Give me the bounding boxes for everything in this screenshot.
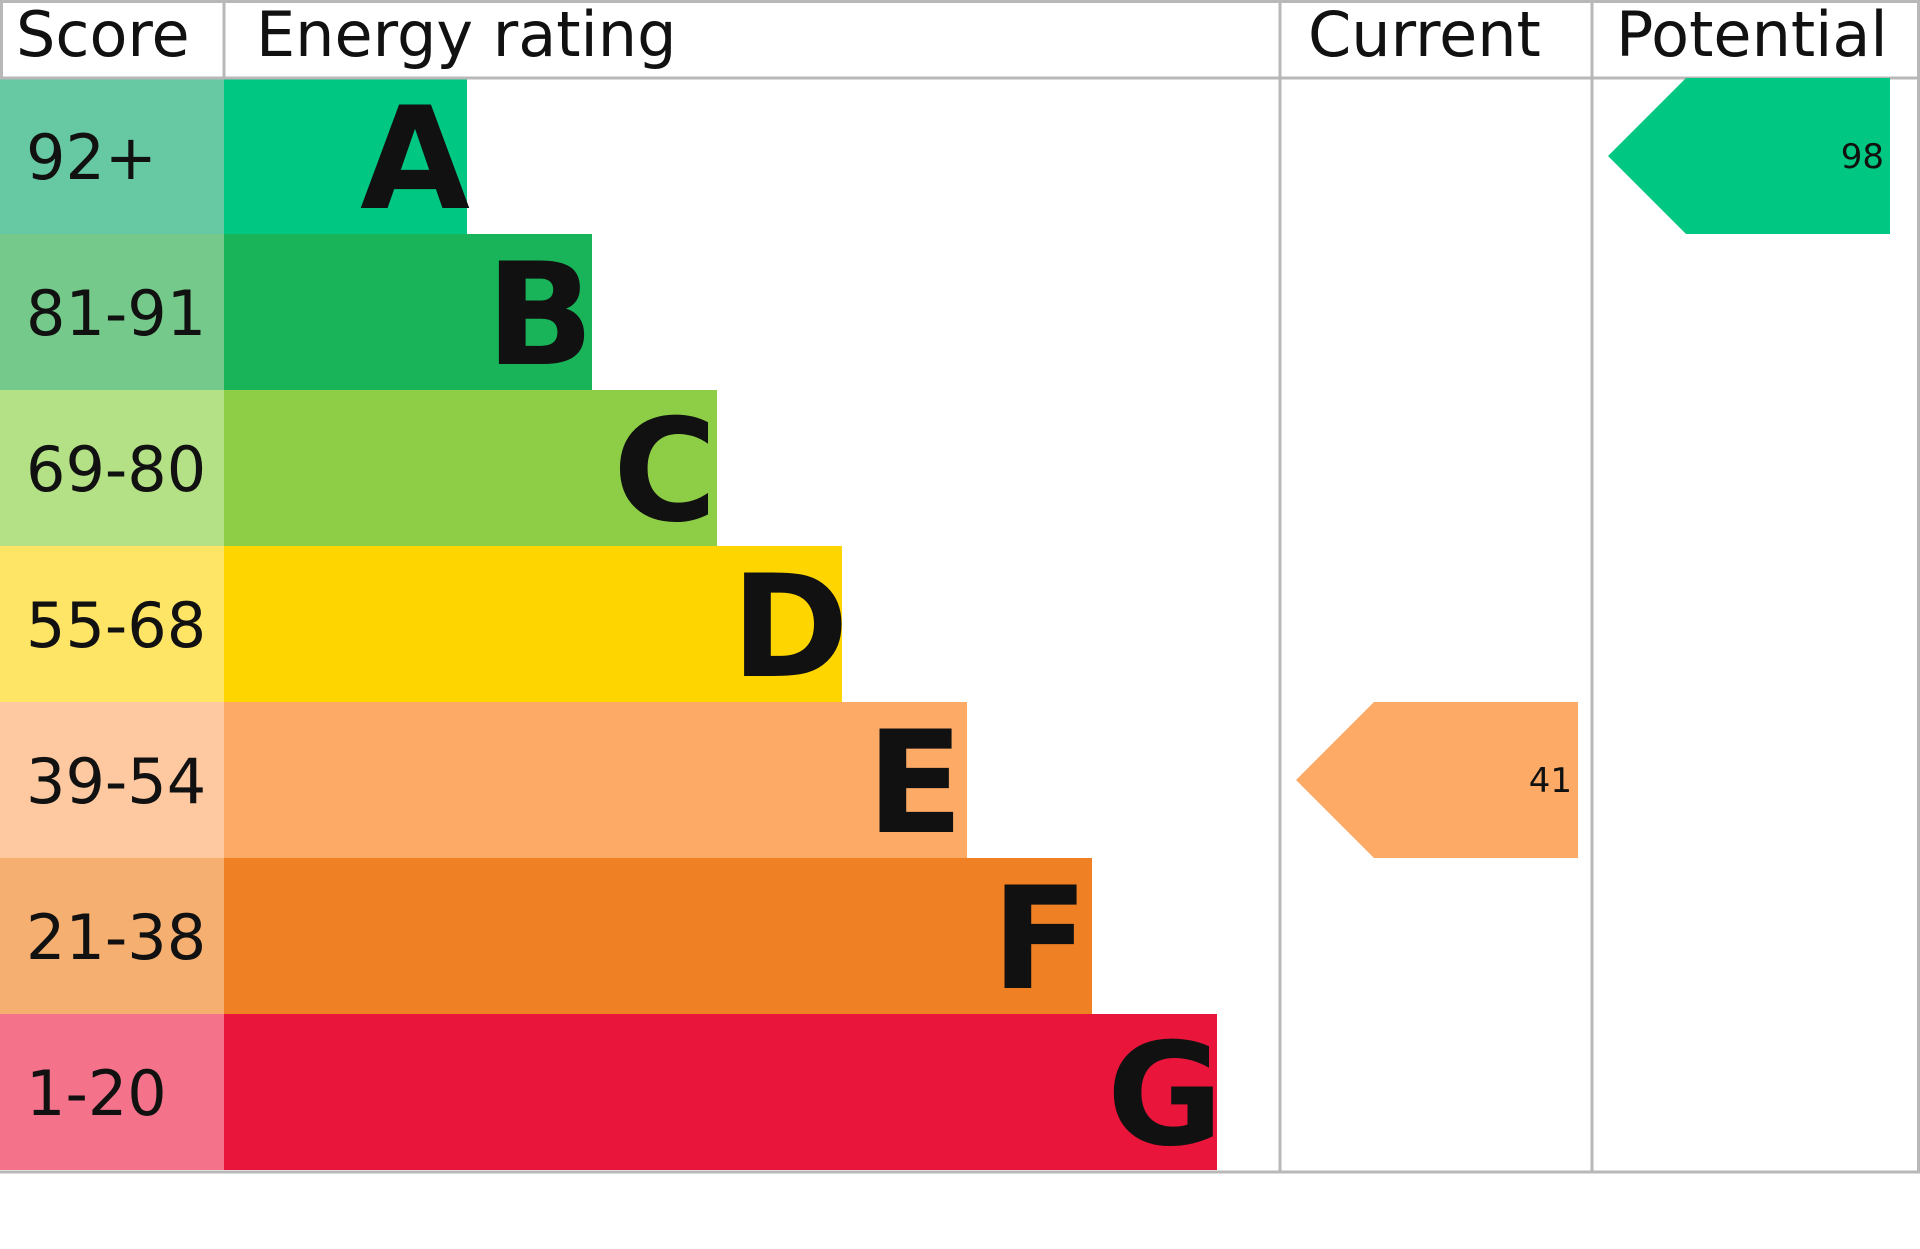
rating-letter-c: C xyxy=(613,389,717,554)
score-range-b: 81-91 xyxy=(26,277,206,350)
header-current: Current xyxy=(1308,0,1541,71)
rating-letter-b: B xyxy=(486,233,594,398)
rating-letter-f: F xyxy=(991,857,1088,1022)
rating-bar-d xyxy=(224,546,842,702)
score-cell-d xyxy=(0,546,224,702)
score-cell-f xyxy=(0,858,224,1014)
score-range-d: 55-68 xyxy=(26,589,206,662)
current-rating-arrow xyxy=(1296,702,1578,858)
header-row: Score Energy rating Current Potential xyxy=(16,0,1888,71)
header-energy-rating: Energy rating xyxy=(256,0,676,71)
rating-bar-a xyxy=(224,78,467,234)
rating-bar-e xyxy=(224,702,967,858)
score-range-e: 39-54 xyxy=(26,745,206,818)
rating-letter-g: G xyxy=(1107,1013,1224,1178)
score-range-g: 1-20 xyxy=(26,1057,167,1130)
rating-bar-g xyxy=(224,1014,1217,1170)
markers-layer: 41 98 xyxy=(1296,78,1890,858)
potential-rating-arrow xyxy=(1608,78,1890,234)
current-rating-value: 41 xyxy=(1529,761,1572,801)
rating-bar-f xyxy=(224,858,1092,1014)
score-cell-g xyxy=(0,1014,224,1170)
score-range-a: 92+ xyxy=(26,121,157,194)
score-cell-c xyxy=(0,390,224,546)
rating-letter-a: A xyxy=(360,77,470,242)
header-potential: Potential xyxy=(1616,0,1888,71)
score-range-f: 21-38 xyxy=(26,901,206,974)
rating-bar-b xyxy=(224,234,592,390)
bands-layer: 92+ A 81-91 B 69-80 C 55-68 D 39-54 E 21-38 F 1-20 G xyxy=(0,77,1223,1178)
score-cell-a xyxy=(0,78,224,234)
rating-letter-e: E xyxy=(866,701,963,866)
rating-bar-c xyxy=(224,390,717,546)
rating-letter-d: D xyxy=(731,545,849,710)
potential-rating-value: 98 xyxy=(1841,137,1884,177)
score-cell-e xyxy=(0,702,224,858)
score-range-c: 69-80 xyxy=(26,433,206,506)
header-score: Score xyxy=(16,0,190,71)
score-cell-b xyxy=(0,234,224,390)
grid-lines xyxy=(0,0,1920,1174)
